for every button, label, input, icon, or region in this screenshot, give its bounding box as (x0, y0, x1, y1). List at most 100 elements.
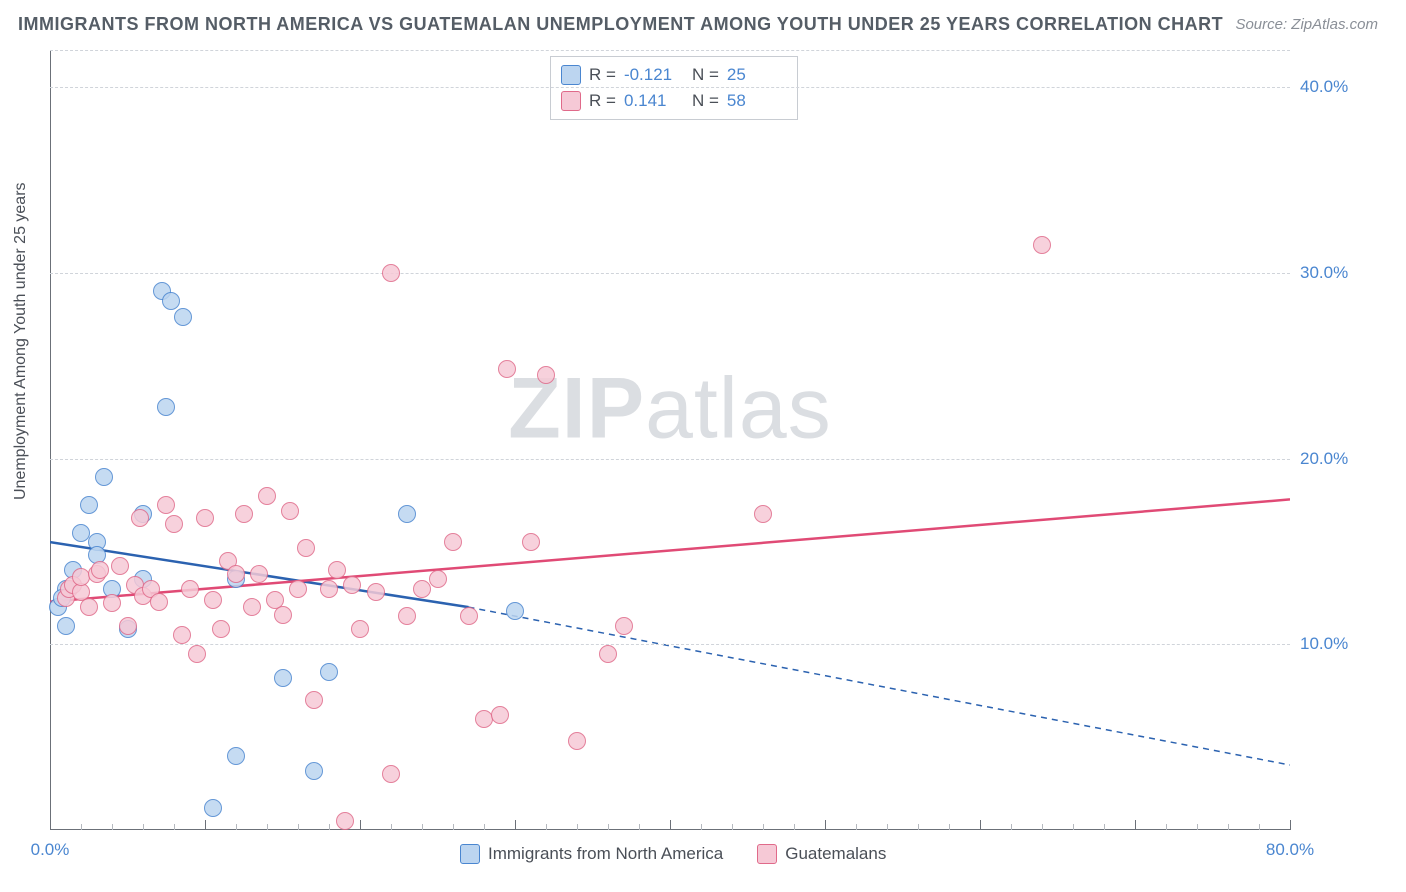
trend-lines (50, 50, 1290, 830)
scatter-point (297, 539, 315, 557)
scatter-point (243, 598, 261, 616)
scatter-point (382, 264, 400, 282)
scatter-point (80, 496, 98, 514)
scatter-point (181, 580, 199, 598)
x-tick-minor (1166, 824, 1167, 830)
x-tick-minor (112, 824, 113, 830)
scatter-point (281, 502, 299, 520)
scatter-point (258, 487, 276, 505)
scatter-point (398, 607, 416, 625)
scatter-point (204, 591, 222, 609)
x-tick-minor (174, 824, 175, 830)
scatter-point (274, 606, 292, 624)
x-tick-minor (794, 824, 795, 830)
legend-item: Immigrants from North America (460, 844, 723, 864)
chart-title: IMMIGRANTS FROM NORTH AMERICA VS GUATEMA… (18, 14, 1223, 35)
x-tick-major (515, 820, 516, 830)
legend-swatch (757, 844, 777, 864)
x-tick-minor (1197, 824, 1198, 830)
scatter-point (506, 602, 524, 620)
legend-stat-row: R =0.141N =58 (561, 88, 787, 114)
scatter-point (1033, 236, 1051, 254)
x-tick-minor (918, 824, 919, 830)
scatter-point (382, 765, 400, 783)
scatter-point (429, 570, 447, 588)
x-tick-label: 80.0% (1266, 840, 1314, 860)
scatter-point (754, 505, 772, 523)
x-tick-minor (298, 824, 299, 830)
x-tick-minor (1259, 824, 1260, 830)
scatter-point (537, 366, 555, 384)
scatter-point (320, 580, 338, 598)
y-axis-label: Unemployment Among Youth under 25 years (12, 182, 30, 500)
x-tick-minor (546, 824, 547, 830)
x-tick-minor (453, 824, 454, 830)
x-tick-major (980, 820, 981, 830)
scatter-point (150, 593, 168, 611)
scatter-point (119, 617, 137, 635)
legend-r-value: -0.121 (624, 65, 684, 85)
scatter-point (157, 496, 175, 514)
legend-r-value: 0.141 (624, 91, 684, 111)
scatter-point (131, 509, 149, 527)
scatter-point (336, 812, 354, 830)
x-tick-minor (1104, 824, 1105, 830)
x-tick-major (360, 820, 361, 830)
legend-r-label: R = (589, 65, 616, 85)
scatter-point (227, 565, 245, 583)
grid-line (50, 644, 1290, 645)
scatter-point (250, 565, 268, 583)
x-tick-major (205, 820, 206, 830)
x-tick-minor (577, 824, 578, 830)
chart-area: ZIPatlas R =-0.121N =25R =0.141N =58 Imm… (50, 50, 1290, 830)
scatter-point (174, 308, 192, 326)
scatter-point (444, 533, 462, 551)
scatter-point (91, 561, 109, 579)
x-tick-minor (329, 824, 330, 830)
scatter-point (80, 598, 98, 616)
legend-label: Guatemalans (785, 844, 886, 864)
scatter-point (95, 468, 113, 486)
scatter-point (227, 747, 245, 765)
legend-series: Immigrants from North America Guatemalans (460, 844, 886, 864)
x-tick-minor (856, 824, 857, 830)
legend-stat-row: R =-0.121N =25 (561, 62, 787, 88)
y-tick-label: 30.0% (1300, 263, 1380, 283)
x-tick-minor (639, 824, 640, 830)
x-tick-minor (763, 824, 764, 830)
scatter-point (196, 509, 214, 527)
x-tick-minor (143, 824, 144, 830)
x-tick-minor (236, 824, 237, 830)
legend-swatch (561, 91, 581, 111)
x-tick-major (1290, 820, 1291, 830)
x-tick-minor (949, 824, 950, 830)
grid-line (50, 50, 1290, 51)
x-tick-major (50, 820, 51, 830)
x-tick-major (825, 820, 826, 830)
scatter-point (498, 360, 516, 378)
legend-r-label: R = (589, 91, 616, 111)
x-tick-minor (1073, 824, 1074, 830)
y-axis (50, 50, 51, 830)
x-tick-minor (267, 824, 268, 830)
legend-label: Immigrants from North America (488, 844, 723, 864)
scatter-point (173, 626, 191, 644)
x-tick-minor (1228, 824, 1229, 830)
legend-swatch (561, 65, 581, 85)
x-tick-major (1135, 820, 1136, 830)
scatter-point (57, 617, 75, 635)
x-tick-minor (81, 824, 82, 830)
legend-n-label: N = (692, 91, 719, 111)
scatter-point (522, 533, 540, 551)
legend-n-value: 25 (727, 65, 787, 85)
source-attribution: Source: ZipAtlas.com (1235, 16, 1378, 33)
scatter-point (367, 583, 385, 601)
scatter-point (162, 292, 180, 310)
scatter-point (289, 580, 307, 598)
x-tick-minor (391, 824, 392, 830)
scatter-point (328, 561, 346, 579)
x-tick-minor (887, 824, 888, 830)
scatter-point (165, 515, 183, 533)
scatter-point (274, 669, 292, 687)
x-tick-minor (422, 824, 423, 830)
